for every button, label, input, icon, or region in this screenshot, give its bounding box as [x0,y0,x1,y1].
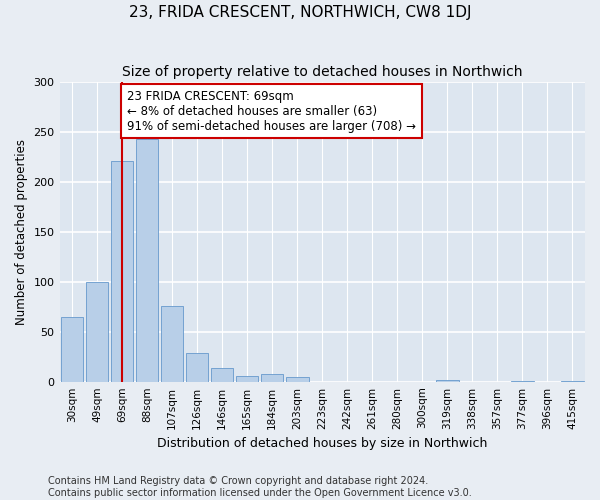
Bar [136,138,158,382]
Text: 23, FRIDA CRESCENT, NORTHWICH, CW8 1DJ: 23, FRIDA CRESCENT, NORTHWICH, CW8 1DJ [129,5,471,20]
Bar [111,160,133,382]
Text: 23 FRIDA CRESCENT: 69sqm
← 8% of detached houses are smaller (63)
91% of semi-de: 23 FRIDA CRESCENT: 69sqm ← 8% of detache… [127,90,416,132]
Text: Contains HM Land Registry data © Crown copyright and database right 2024.
Contai: Contains HM Land Registry data © Crown c… [48,476,472,498]
Bar [436,380,458,382]
Y-axis label: Number of detached properties: Number of detached properties [15,138,28,324]
Bar [186,352,208,382]
X-axis label: Distribution of detached houses by size in Northwich: Distribution of detached houses by size … [157,437,487,450]
Bar [61,316,83,382]
Bar [286,376,308,382]
Bar [86,282,109,382]
Bar [561,380,584,382]
Bar [236,376,259,382]
Bar [511,380,534,382]
Bar [261,374,283,382]
Bar [161,306,184,382]
Title: Size of property relative to detached houses in Northwich: Size of property relative to detached ho… [122,65,523,79]
Bar [211,368,233,382]
